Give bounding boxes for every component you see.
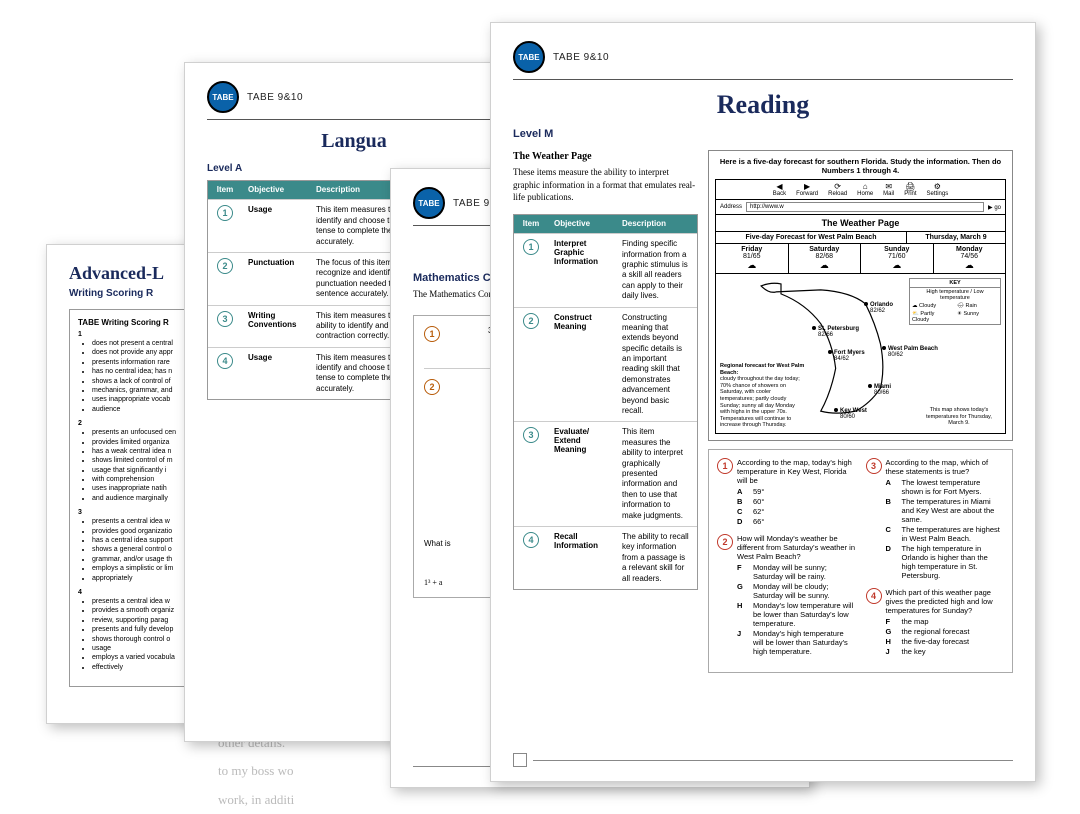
forecast-day: Saturday82/68☁	[789, 244, 862, 273]
question: 3According to the map, which of these st…	[866, 458, 1005, 580]
toolbar-home-icon[interactable]: ⌂Home	[857, 182, 873, 197]
go-button[interactable]: ▶ go	[988, 204, 1001, 211]
answer-option[interactable]: C62°	[737, 507, 856, 516]
item-number: 3	[217, 311, 233, 327]
toolbar-back-icon[interactable]: ◀Back	[773, 182, 786, 197]
answer-option[interactable]: D66°	[737, 517, 856, 526]
question: 4Which part of this weather page gives t…	[866, 588, 1005, 656]
browser-address-bar: Address http://www.w ▶ go	[716, 200, 1005, 215]
answer-option[interactable]: CThe temperatures are highest in West Pa…	[886, 525, 1005, 543]
page-footer	[513, 753, 1013, 767]
answer-option[interactable]: BThe temperatures in Miami and Key West …	[886, 497, 1005, 524]
brand-label: TABE 9&10	[553, 52, 609, 63]
intro-body: These items measure the ability to inter…	[513, 167, 695, 202]
question: 2How will Monday's weather be different …	[717, 534, 856, 656]
answer-option[interactable]: HMonday's low temperature will be lower …	[737, 601, 856, 628]
weather-map: Orlando82/62 St. Petersburg82/66 Fort Myer…	[716, 273, 1005, 433]
toolbar-settings-icon[interactable]: ⚙Settings	[927, 182, 949, 197]
brand-label: TABE 9&10	[247, 92, 303, 103]
questions-right-col: 3According to the map, which of these st…	[866, 458, 1005, 664]
answer-option[interactable]: GMonday will be cloudy; Saturday will be…	[737, 582, 856, 600]
browser-window: ◀Back ▶Forward ⟳Reload ⌂Home ✉Mail 🖨Print ⚙Set…	[715, 179, 1006, 434]
questions-left-col: 1According to the map, today's high temp…	[717, 458, 856, 664]
map-note: This map shows today's temperatures for …	[919, 407, 999, 427]
logo-row: TABE TABE 9&10	[207, 81, 501, 113]
tabe-logo-icon: TABE	[413, 187, 445, 219]
page4-title: Reading	[513, 90, 1013, 120]
divider	[513, 79, 1013, 80]
city-label: West Palm Beach80/62	[882, 346, 938, 358]
weather-stimulus-box: Here is a five-day forecast for southern…	[708, 150, 1013, 441]
forecast-day: Monday74/56☁	[934, 244, 1006, 273]
question: 1According to the map, today's high temp…	[717, 458, 856, 526]
item-number: 2	[217, 258, 233, 274]
logo-row: TABE TABE 9&10	[513, 41, 1013, 73]
forecast-day: Sunday71/60☁	[861, 244, 934, 273]
item-number-2: 2	[424, 379, 440, 395]
answer-option[interactable]: A59°	[737, 487, 856, 496]
question-number: 1	[717, 458, 733, 474]
answer-option[interactable]: Gthe regional forecast	[886, 627, 1005, 636]
reading-right-col: Here is a five-day forecast for southern…	[708, 150, 1013, 673]
city-label: St. Petersburg82/66	[812, 326, 859, 338]
answer-option[interactable]: Hthe five-day forecast	[886, 637, 1005, 646]
weather-banner: Five-day Forecast for West Palm Beach Th…	[716, 231, 1005, 243]
item-number: 2	[523, 313, 539, 329]
reading-table: Item Objective Description 1 Interpret G…	[513, 214, 698, 590]
table-row: 3 Evaluate/ Extend Meaning This item mea…	[514, 421, 697, 526]
item-number: 4	[217, 353, 233, 369]
page-reading: TABE TABE 9&10 Reading Level M The Weath…	[490, 22, 1036, 782]
city-label: Fort Myers84/62	[828, 350, 865, 362]
tabe-logo-icon: TABE	[513, 41, 545, 73]
answer-option[interactable]: JMonday's high temperature will be lower…	[737, 629, 856, 656]
intro-title: The Weather Page	[513, 150, 698, 164]
weather-page-title: The Weather Page	[716, 215, 1005, 231]
question-number: 4	[866, 588, 882, 604]
forecast-days-row: Friday81/65☁Saturday82/68☁Sunday71/60☁Mo…	[716, 243, 1005, 273]
item-number: 1	[523, 239, 539, 255]
question-number: 2	[717, 534, 733, 550]
answer-option[interactable]: B60°	[737, 497, 856, 506]
toolbar-reload-icon[interactable]: ⟳Reload	[828, 182, 847, 197]
city-label: Miami80/66	[868, 384, 891, 396]
forecast-day: Friday81/65☁	[716, 244, 789, 273]
table-row: 1 Interpret Graphic Information Finding …	[514, 233, 697, 306]
table-row: 2 Construct Meaning Constructing meaning…	[514, 307, 697, 422]
reading-left-col: The Weather Page These items measure the…	[513, 150, 698, 590]
item-number: 4	[523, 532, 539, 548]
divider	[207, 119, 501, 120]
table-row: 4 Recall Information The ability to reca…	[514, 526, 697, 589]
tabe-logo-icon: TABE	[207, 81, 239, 113]
page4-level: Level M	[513, 128, 1013, 140]
toolbar-forward-icon[interactable]: ▶Forward	[796, 182, 818, 197]
map-key: KEY High temperature / Low temperature ☁…	[909, 278, 1001, 325]
answer-option[interactable]: AThe lowest temperature shown is for For…	[886, 478, 1005, 496]
answer-option[interactable]: FMonday will be sunny; Saturday will be …	[737, 563, 856, 581]
address-field[interactable]: http://www.w	[746, 202, 984, 212]
answer-option[interactable]: Jthe key	[886, 647, 1005, 656]
address-label: Address	[720, 204, 742, 210]
city-label: Orlando82/62	[864, 302, 893, 314]
city-label: Key West80/60	[834, 408, 867, 420]
item-number-1: 1	[424, 326, 440, 342]
question-number: 3	[866, 458, 882, 474]
answer-option[interactable]: DThe high temperature in Orlando is high…	[886, 544, 1005, 580]
toolbar-print-icon[interactable]: 🖨Print	[904, 182, 916, 197]
weather-instruction: Here is a five-day forecast for southern…	[715, 157, 1006, 175]
toolbar-mail-icon[interactable]: ✉Mail	[883, 182, 894, 197]
item-number: 1	[217, 205, 233, 221]
answer-option[interactable]: Fthe map	[886, 617, 1005, 626]
item-number: 3	[523, 427, 539, 443]
table-header: Item Objective Description	[514, 215, 697, 233]
questions-box: 1According to the map, today's high temp…	[708, 449, 1013, 673]
regional-forecast: Regional forecast for West Palm Beach: c…	[720, 363, 806, 429]
page2-title: Langua	[207, 130, 501, 153]
browser-toolbar: ◀Back ▶Forward ⟳Reload ⌂Home ✉Mail 🖨Print ⚙Set…	[716, 180, 1005, 200]
reading-intro: The Weather Page These items measure the…	[513, 150, 698, 204]
